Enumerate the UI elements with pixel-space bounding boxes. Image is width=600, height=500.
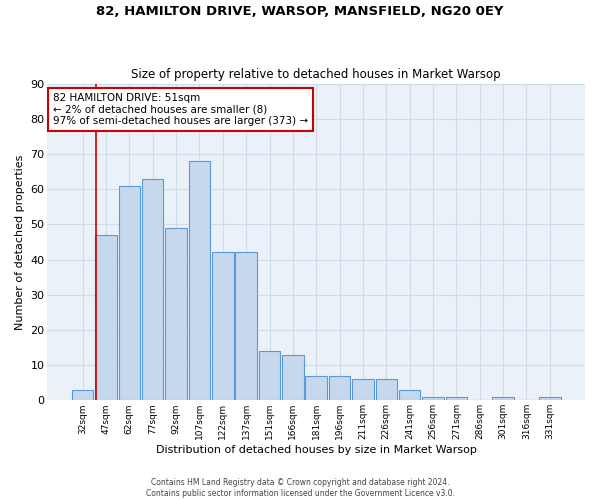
Bar (212, 252, 233, 400)
Bar (166, 228, 187, 400)
Text: Contains HM Land Registry data © Crown copyright and database right 2024.
Contai: Contains HM Land Registry data © Crown c… (146, 478, 455, 498)
Bar (352, 379, 374, 400)
Bar (329, 376, 350, 400)
Bar (399, 390, 421, 400)
X-axis label: Distribution of detached houses by size in Market Warsop: Distribution of detached houses by size … (156, 445, 476, 455)
Bar (539, 397, 560, 400)
Bar (95, 235, 117, 400)
Bar (119, 186, 140, 400)
Bar (446, 397, 467, 400)
Bar (72, 390, 94, 400)
Title: Size of property relative to detached houses in Market Warsop: Size of property relative to detached ho… (131, 68, 501, 81)
Bar (235, 252, 257, 400)
Text: 82 HAMILTON DRIVE: 51sqm
← 2% of detached houses are smaller (8)
97% of semi-det: 82 HAMILTON DRIVE: 51sqm ← 2% of detache… (53, 93, 308, 126)
Bar (422, 397, 444, 400)
Bar (259, 351, 280, 401)
Bar (493, 397, 514, 400)
Bar (305, 376, 327, 400)
Bar (282, 354, 304, 401)
Y-axis label: Number of detached properties: Number of detached properties (15, 154, 25, 330)
Bar (376, 379, 397, 400)
Bar (142, 178, 163, 400)
Text: 82, HAMILTON DRIVE, WARSOP, MANSFIELD, NG20 0EY: 82, HAMILTON DRIVE, WARSOP, MANSFIELD, N… (96, 5, 504, 18)
Bar (188, 161, 210, 400)
